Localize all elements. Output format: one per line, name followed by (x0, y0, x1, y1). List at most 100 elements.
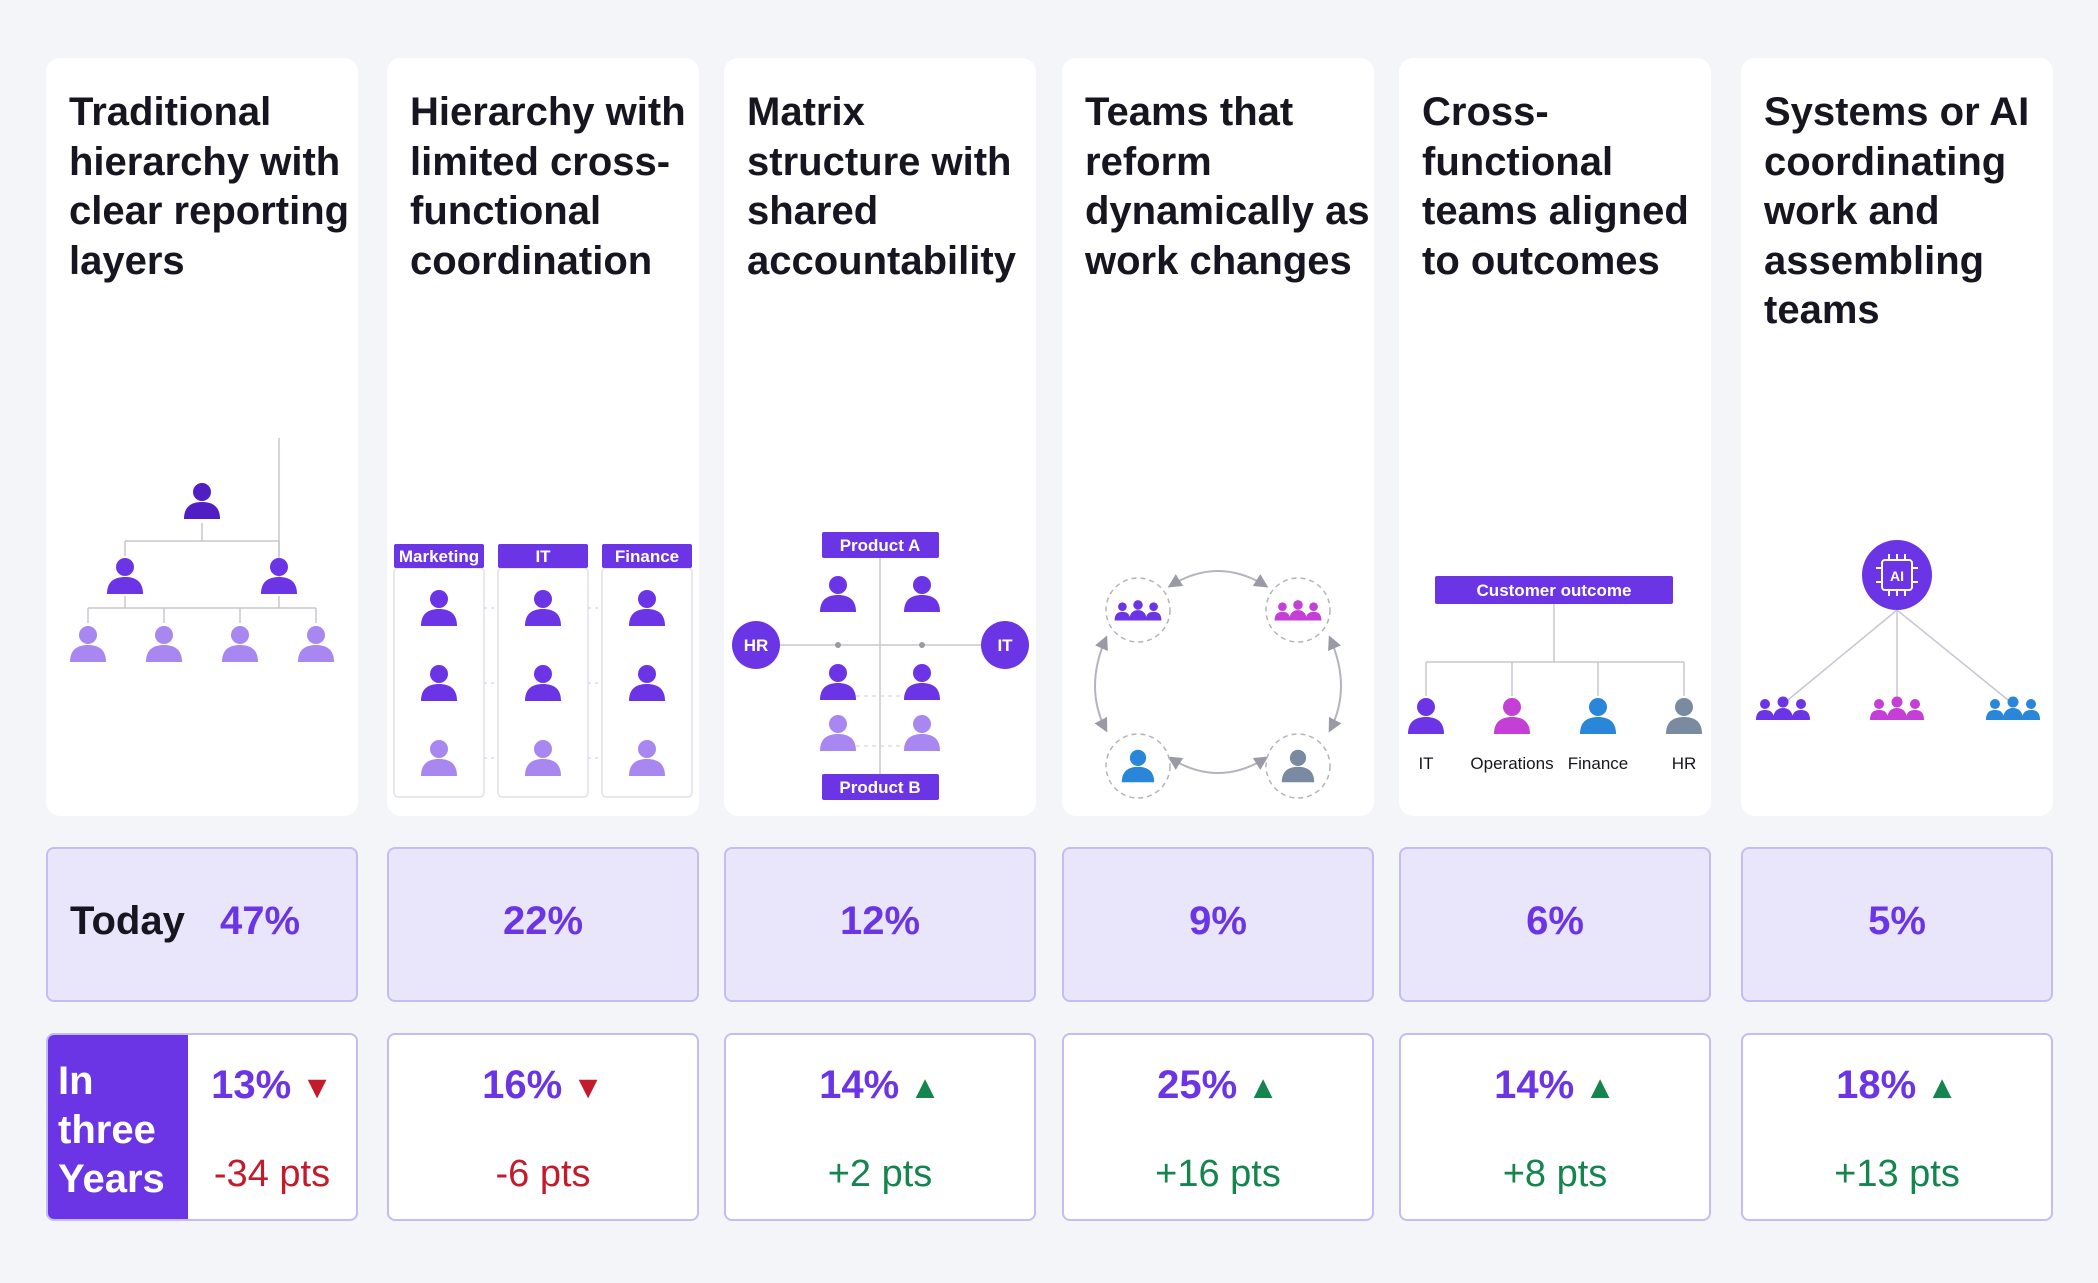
member-label: HR (1672, 754, 1697, 773)
today-box: 12% (724, 847, 1036, 1002)
staff-icon (298, 626, 334, 662)
change-pts: -34 pts (213, 1153, 331, 1195)
today-box: Today 47% (46, 847, 358, 1002)
today-value: 12% (839, 899, 921, 943)
trend-down-icon: ▼ (301, 1069, 333, 1105)
person-icon (1408, 698, 1444, 734)
product-a-header (822, 532, 939, 558)
column-title: Systems or AI coordinating work and asse… (1764, 90, 2030, 332)
today-value: 22% (502, 899, 584, 943)
trend-up-icon: ▲ (1247, 1069, 1279, 1105)
future-value: 25% (1157, 1063, 1238, 1107)
future-box: In three Years 13% ▼ -34 pts (46, 1033, 358, 1221)
future-value: 14% (1494, 1063, 1575, 1107)
member-label: Operations (1470, 754, 1553, 773)
hr-label: HR (744, 636, 769, 655)
staff-icon (222, 626, 258, 662)
manager-icon (184, 483, 220, 519)
dept-header (394, 544, 484, 568)
column-card-hierarchy-limited: Hierarchy with limited cross-functional … (387, 58, 699, 816)
matrix-diagram: Product A Product B HR IT (732, 532, 1029, 800)
change-pts: +8 pts (1502, 1153, 1608, 1195)
member-label: Finance (1568, 754, 1628, 773)
column-title: Teams that reform dynamically as work ch… (1085, 90, 1370, 283)
dynamic-teams-diagram (1094, 570, 1342, 799)
future-box: 14% ▲ +8 pts (1399, 1033, 1711, 1221)
dept-label-marketing: Marketing (399, 547, 479, 566)
dept-label-it: IT (535, 547, 551, 566)
it-label: IT (997, 636, 1013, 655)
today-value: 5% (1868, 899, 1926, 943)
outcome-label: Customer outcome (1477, 581, 1632, 600)
hr-node (732, 621, 780, 669)
future-value-row: 14% ▲ (726, 1063, 1034, 1108)
future-box: 25% ▲ +16 pts (1062, 1033, 1374, 1221)
change-pts: +16 pts (1155, 1153, 1281, 1195)
future-value: 18% (1836, 1063, 1917, 1107)
future-value: 14% (819, 1063, 900, 1107)
product-a-label: Product A (840, 536, 921, 555)
future-box: 16% ▼ -6 pts (387, 1033, 699, 1221)
change-pts: +13 pts (1834, 1153, 1960, 1195)
team-icon (1274, 600, 1322, 621)
person-icon (820, 664, 856, 700)
trend-down-icon: ▼ (572, 1069, 604, 1105)
future-value: 16% (482, 1063, 563, 1107)
lead-icon (107, 558, 143, 594)
person-icon (820, 715, 856, 751)
team-icon (1756, 696, 1810, 720)
product-b-header (822, 774, 939, 800)
person-icon (904, 576, 940, 612)
person-icon (820, 576, 856, 612)
dept-label-finance: Finance (615, 547, 679, 566)
column-card-matrix: Matrix structure with shared accountabil… (724, 58, 1036, 816)
silo-diagram: Marketing IT Finance (393, 544, 693, 798)
staff-icon (70, 626, 106, 662)
it-node (981, 621, 1029, 669)
ai-node (1862, 540, 1932, 610)
person-icon (904, 715, 940, 751)
future-value-row: 18% ▲ (1743, 1063, 2051, 1108)
today-box: 9% (1062, 847, 1374, 1002)
person-icon (1666, 698, 1702, 734)
today-value: 47% (220, 899, 301, 943)
today-value: 9% (1189, 899, 1247, 943)
person-icon (904, 664, 940, 700)
person-icon (1580, 698, 1616, 734)
today-box: 22% (387, 847, 699, 1002)
column-title: Matrix structure with shared accountabil… (747, 90, 1016, 283)
lead-icon (261, 558, 297, 594)
three-years-label: In three Years (58, 1059, 165, 1201)
dept-header (602, 544, 692, 568)
today-label: Today (70, 899, 185, 943)
trend-up-icon: ▲ (909, 1069, 941, 1105)
column-card-ai-systems: Systems or AI coordinating work and asse… (1741, 58, 2053, 816)
team-icon (1986, 696, 2040, 720)
team-icon (1114, 600, 1162, 621)
trend-up-icon: ▲ (1584, 1069, 1616, 1105)
column-card-cross-functional: Cross-functional teams aligned to outcom… (1399, 58, 1711, 816)
future-value-row: 14% ▲ (1401, 1063, 1709, 1108)
today-box: 6% (1399, 847, 1711, 1002)
change-pts: +2 pts (827, 1153, 933, 1195)
future-box: 18% ▲ +13 pts (1741, 1033, 2053, 1221)
outcome-teams-diagram: Customer outcome IT Operations Finance H… (1408, 576, 1702, 773)
member-label: IT (1418, 754, 1433, 773)
future-value-row: 25% ▲ (1064, 1063, 1372, 1108)
ai-coordination-diagram: AI (1756, 540, 2040, 720)
column-title: Hierarchy with limited cross-functional … (410, 90, 686, 283)
trend-up-icon: ▲ (1926, 1069, 1958, 1105)
today-box: 5% (1741, 847, 2053, 1002)
today-value: 6% (1526, 899, 1584, 943)
hierarchy-diagram (70, 438, 334, 662)
outcome-header (1435, 576, 1673, 604)
column-title: Traditional hierarchy with clear reporti… (69, 90, 350, 283)
column-title: Cross-functional teams aligned to outcom… (1422, 90, 1689, 283)
ai-label: AI (1890, 568, 1904, 584)
future-value-row: 16% ▼ (389, 1063, 697, 1108)
future-value: 13% (211, 1063, 292, 1107)
change-pts: -6 pts (495, 1153, 591, 1195)
dept-header (498, 544, 588, 568)
product-b-label: Product B (839, 778, 920, 797)
staff-icon (146, 626, 182, 662)
